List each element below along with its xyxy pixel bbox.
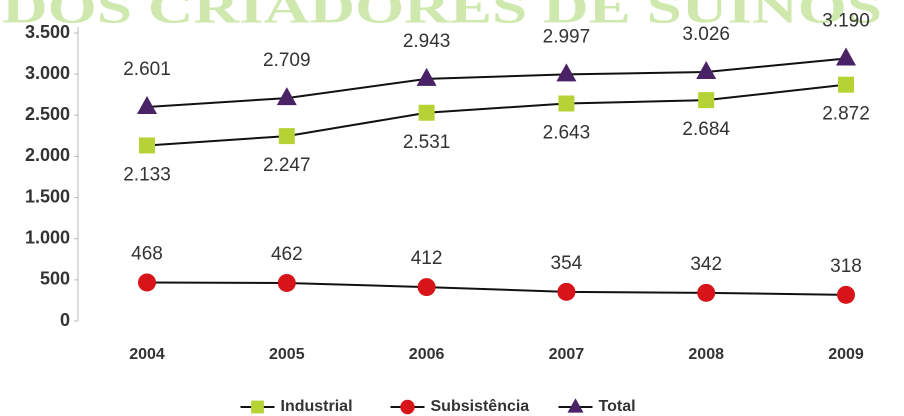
legend-label: Industrial xyxy=(281,398,353,415)
data-label: 2.247 xyxy=(263,155,311,176)
x-tick-label: 2007 xyxy=(549,346,585,363)
x-tick-label: 2008 xyxy=(688,346,724,363)
marker-square xyxy=(698,92,715,109)
data-label: 318 xyxy=(830,256,862,277)
marker-square xyxy=(139,137,155,154)
x-tick-label: 2009 xyxy=(828,346,864,363)
y-tick-label: 500 xyxy=(40,269,70,289)
y-tick-label: 2.000 xyxy=(25,145,70,165)
marker-square xyxy=(838,76,854,93)
data-label: 2.643 xyxy=(543,123,591,144)
marker-circle xyxy=(697,283,716,302)
data-label: 2.997 xyxy=(543,26,591,47)
data-label: 2.601 xyxy=(123,59,171,80)
marker-triangle xyxy=(137,95,157,114)
data-label: 2.133 xyxy=(123,165,171,186)
legend-label: Subsistência xyxy=(431,398,530,415)
data-label: 2.531 xyxy=(403,132,451,153)
data-label: 3.190 xyxy=(822,11,870,32)
data-label: 468 xyxy=(131,244,163,265)
marker-triangle xyxy=(836,47,856,66)
marker-square xyxy=(558,95,575,112)
marker-circle xyxy=(837,285,855,304)
marker-triangle xyxy=(276,87,297,106)
marker-circle xyxy=(277,273,296,292)
data-label: 2.709 xyxy=(263,50,311,71)
x-tick-label: 2005 xyxy=(269,346,305,363)
marker-circle xyxy=(417,278,436,297)
marker-square xyxy=(278,128,295,145)
marker-circle xyxy=(400,399,415,415)
marker-square xyxy=(418,104,435,121)
legend-label: Total xyxy=(599,398,636,415)
series-line xyxy=(146,57,847,108)
y-tick-label: 3.500 xyxy=(25,22,70,42)
data-label: 2.684 xyxy=(682,119,730,140)
watermark: DOS CRIADORES DE SUINOS xyxy=(2,0,882,33)
data-label: 3.026 xyxy=(682,24,730,45)
y-tick-label: 3.000 xyxy=(25,63,70,83)
marker-circle xyxy=(557,282,576,301)
y-tick-label: 1.000 xyxy=(25,227,70,247)
marker-triangle xyxy=(567,398,584,413)
y-tick-label: 2.500 xyxy=(25,104,70,124)
marker-triangle xyxy=(416,67,437,86)
data-label: 354 xyxy=(551,253,583,274)
data-label: 342 xyxy=(690,254,722,275)
marker-square xyxy=(251,400,264,414)
x-tick-label: 2006 xyxy=(409,346,445,363)
series-line xyxy=(146,83,847,147)
marker-triangle xyxy=(696,61,717,80)
marker-triangle xyxy=(556,63,577,82)
y-tick-label: 1.500 xyxy=(25,186,70,206)
x-tick-label: 2004 xyxy=(129,346,165,363)
marker-circle xyxy=(138,273,156,292)
data-label: 2.872 xyxy=(822,104,870,125)
y-tick-label: 0 xyxy=(60,310,70,330)
data-label: 462 xyxy=(271,244,303,265)
data-label: 2.943 xyxy=(403,31,451,52)
data-label: 412 xyxy=(411,248,443,269)
series-line xyxy=(146,281,847,296)
